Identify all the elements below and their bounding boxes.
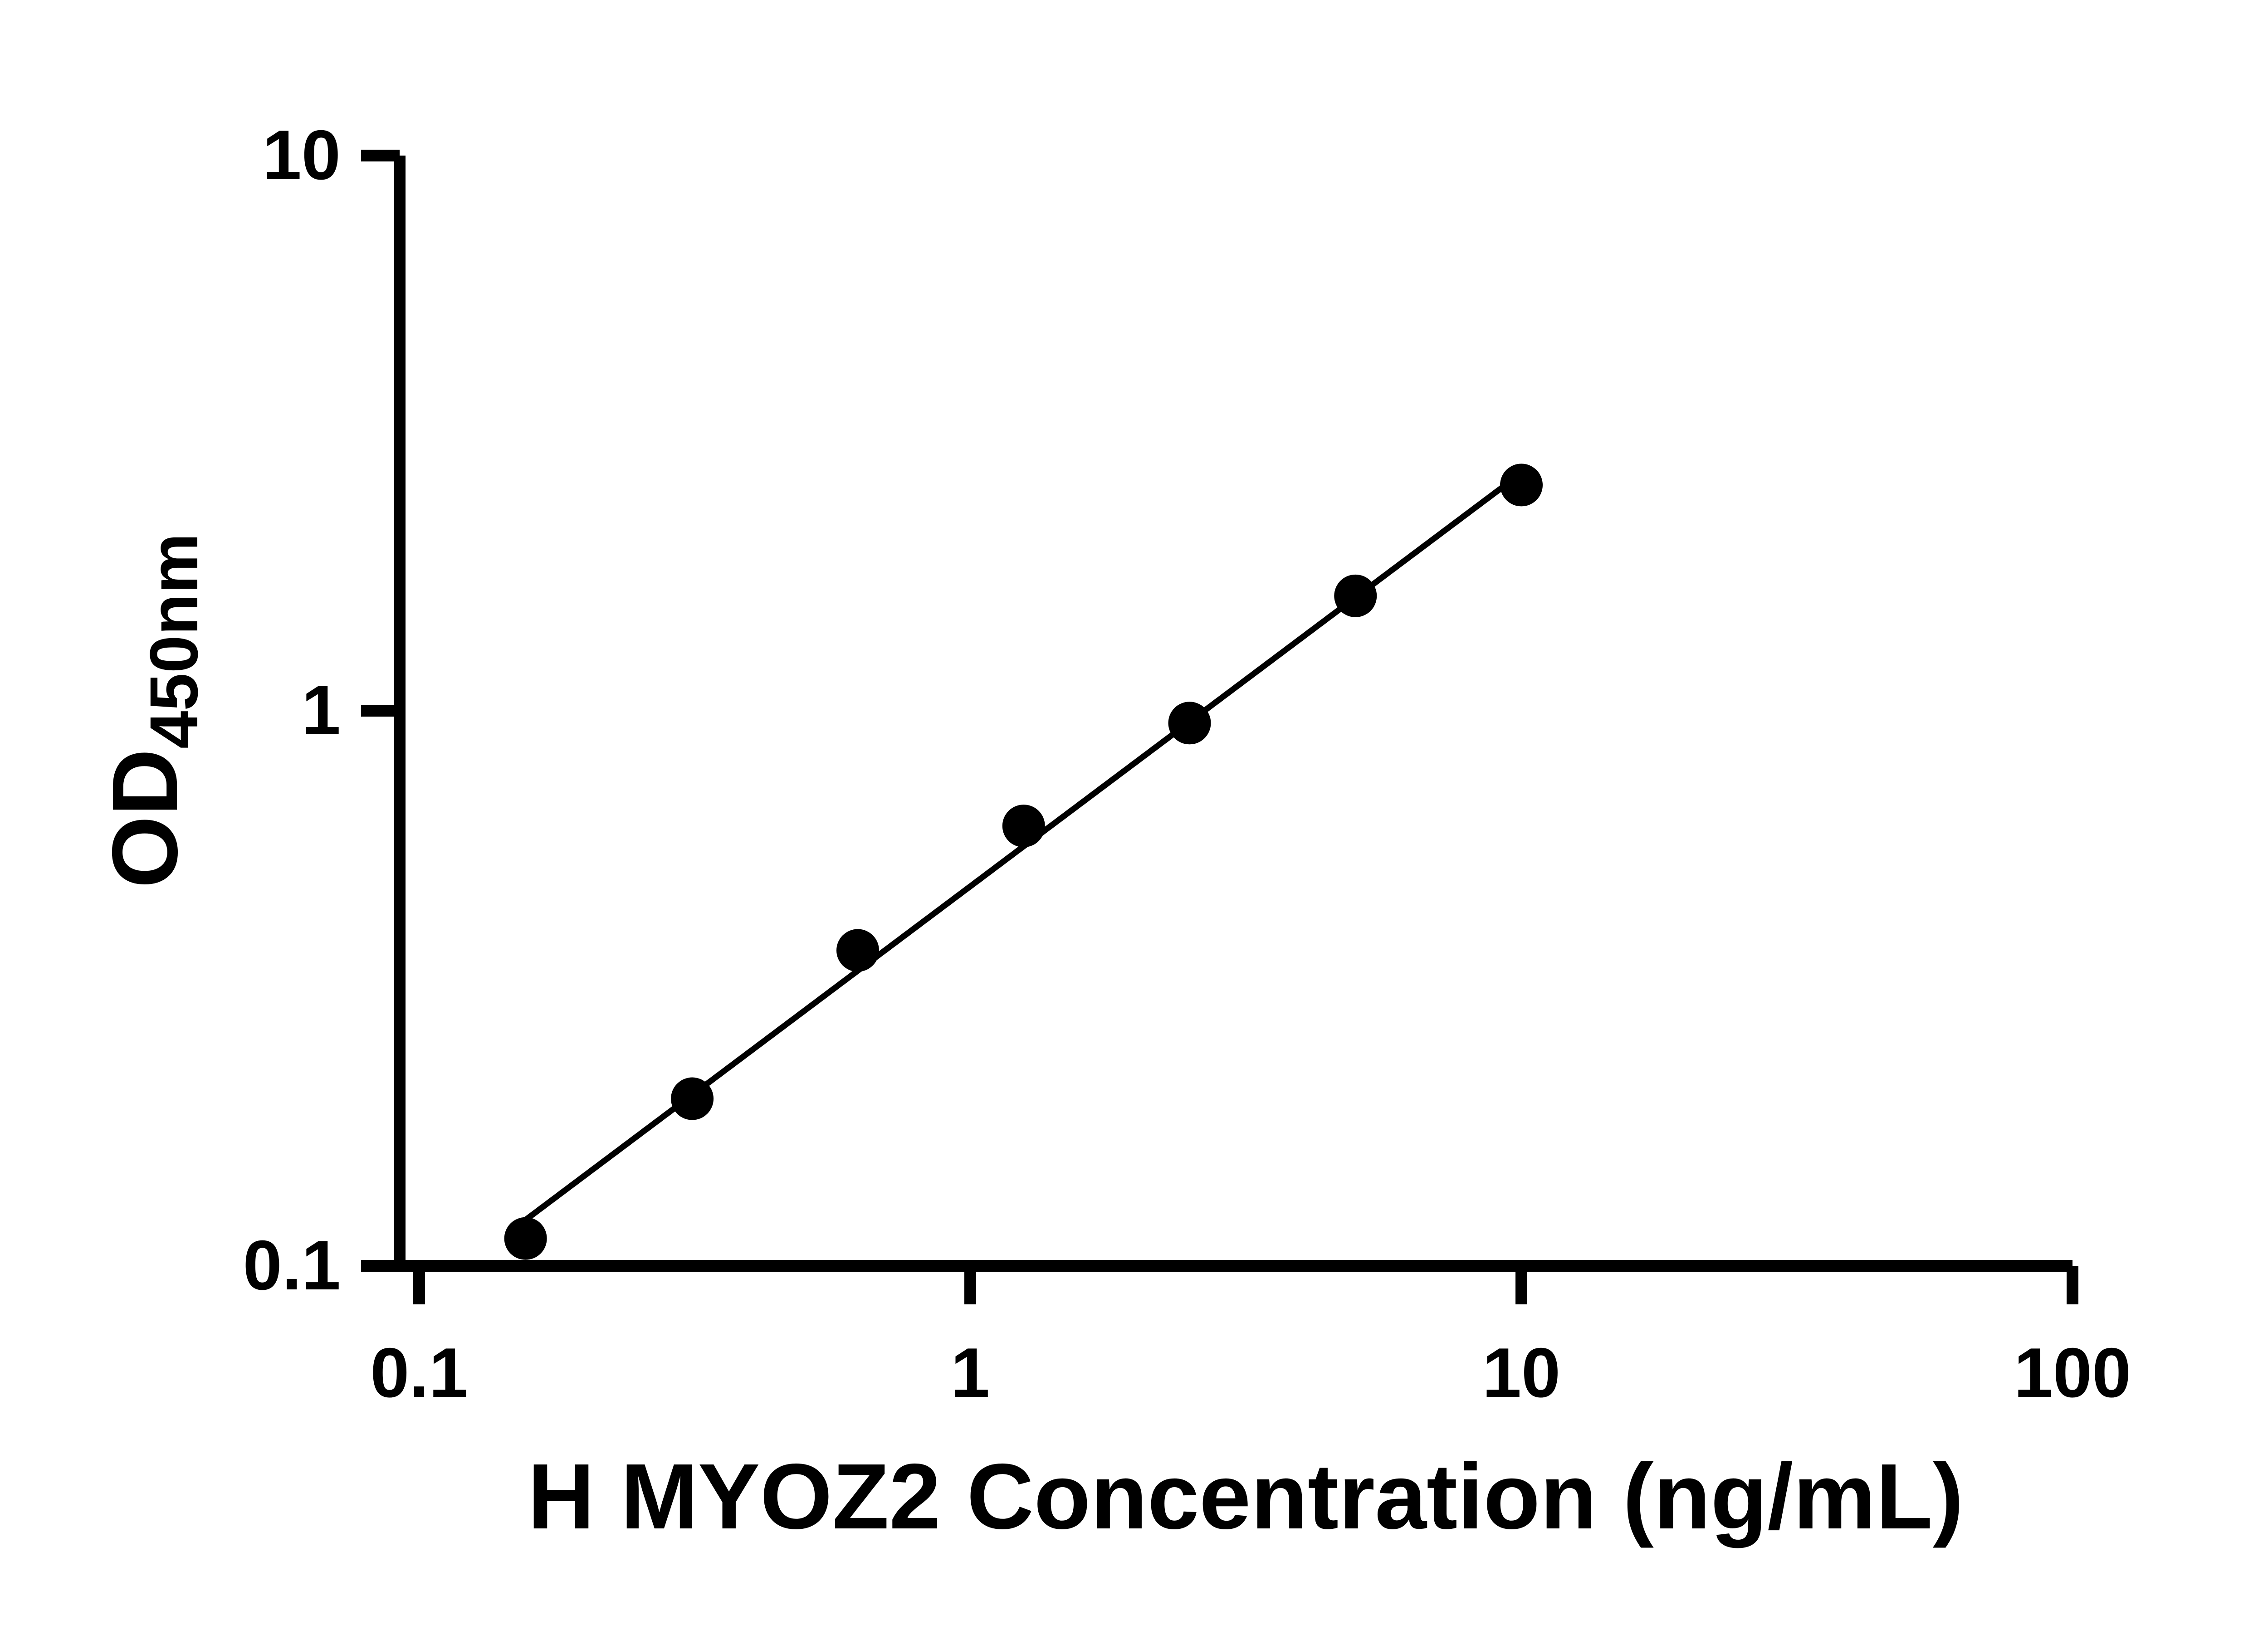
y-axis-tick-label: 1 — [302, 671, 341, 749]
x-axis-tick-label: 0.1 — [370, 1333, 468, 1412]
data-point — [504, 1217, 547, 1260]
data-point — [836, 929, 879, 972]
data-point — [1334, 574, 1377, 617]
y-axis-title-subscript: 450nm — [136, 533, 212, 749]
y-axis-title: OD450nm — [93, 533, 212, 888]
x-axis-tick-label: 1 — [951, 1333, 990, 1412]
x-axis-title: H MYOZ2 Concentration (ng/mL) — [528, 1445, 1964, 1548]
data-point — [1500, 464, 1543, 507]
plot-area: 0.1 1 10 100 0.1 1 10 — [243, 116, 2131, 1412]
data-point — [1002, 805, 1045, 848]
x-axis-tick-label: 100 — [2014, 1333, 2131, 1412]
y-axis-tick-label: 10 — [263, 116, 341, 194]
y-axis-title-main: OD — [93, 749, 197, 888]
x-axis-tick-label: 10 — [1482, 1333, 1560, 1412]
y-axis-tick-label: 0.1 — [243, 1226, 341, 1304]
data-point — [1168, 702, 1211, 745]
data-point — [671, 1077, 714, 1120]
